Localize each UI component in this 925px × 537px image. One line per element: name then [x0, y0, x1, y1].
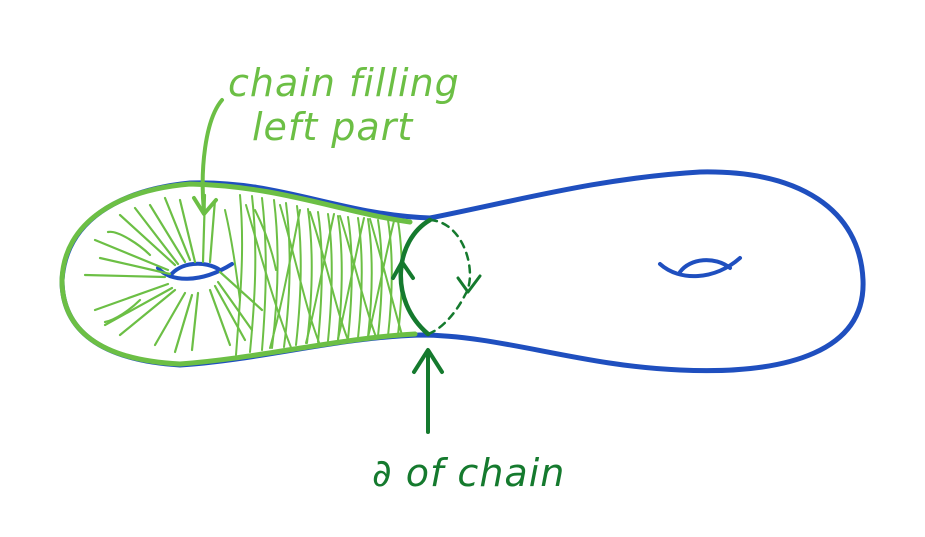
- chain-label-line2: left part: [252, 105, 414, 149]
- chain-outline: [59, 181, 418, 367]
- boundary-label: ∂ of chain: [372, 451, 565, 495]
- boundary-front-arc: [398, 217, 433, 337]
- chain-label-pointer-head: [192, 196, 218, 216]
- chain-hatching-neck: [224, 194, 403, 356]
- boundary-back-arc: [426, 218, 472, 336]
- boundary-label-pointer-head: [412, 348, 444, 374]
- boundary-arrowhead-back: [456, 274, 482, 294]
- chain-label-pointer: [200, 98, 224, 214]
- boundary-arrowhead-front: [391, 260, 415, 280]
- left-hole: [156, 261, 234, 281]
- chain-label-line1: chain filling: [228, 61, 460, 105]
- right-hole: [658, 256, 742, 278]
- surface-outline: [59, 169, 866, 374]
